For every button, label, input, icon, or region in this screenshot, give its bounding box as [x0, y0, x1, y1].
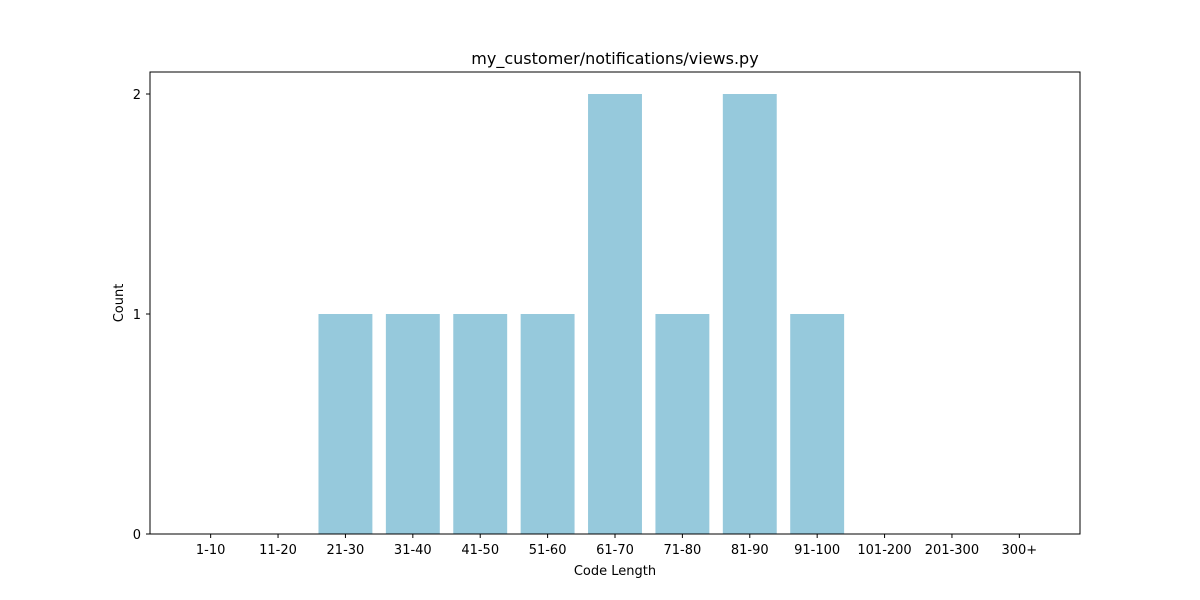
- x-tick-label: 21-30: [327, 543, 365, 558]
- bar-71-80: [655, 314, 710, 534]
- bars-group: [318, 94, 845, 534]
- y-axis-title: Count: [112, 284, 127, 323]
- x-tick-label: 31-40: [394, 543, 432, 558]
- bar-31-40: [385, 314, 440, 534]
- bar-91-100: [790, 314, 845, 534]
- x-tick-label: 51-60: [529, 543, 567, 558]
- x-tick-label: 101-200: [857, 543, 911, 558]
- bar-21-30: [318, 314, 373, 534]
- y-tick-label: 2: [133, 88, 141, 103]
- x-tick-label: 81-90: [731, 543, 769, 558]
- x-axis-ticks: 1-10 11-20 21-30 31-40 41-50 51-60 61-70 71-80 8…: [196, 534, 1037, 558]
- y-tick-label: 0: [133, 528, 141, 543]
- x-tick-label: 41-50: [461, 543, 499, 558]
- y-tick-label: 1: [133, 308, 141, 323]
- x-tick-label: 91-100: [794, 543, 840, 558]
- bar-61-70: [588, 94, 642, 534]
- x-tick-label: 201-300: [925, 543, 979, 558]
- x-axis-title: Code Length: [574, 564, 656, 579]
- chart-title: my_customer/notifications/views.py: [471, 49, 758, 69]
- bar-81-90: [722, 94, 777, 534]
- x-tick-label: 300+: [1001, 543, 1037, 558]
- x-tick-label: 11-20: [259, 543, 297, 558]
- y-axis-ticks: 0 1 2: [133, 88, 150, 543]
- bar-41-50: [453, 314, 508, 534]
- x-tick-label: 71-80: [664, 543, 702, 558]
- x-tick-label: 1-10: [196, 543, 226, 558]
- bar-51-60: [520, 314, 575, 534]
- x-tick-label: 61-70: [596, 543, 634, 558]
